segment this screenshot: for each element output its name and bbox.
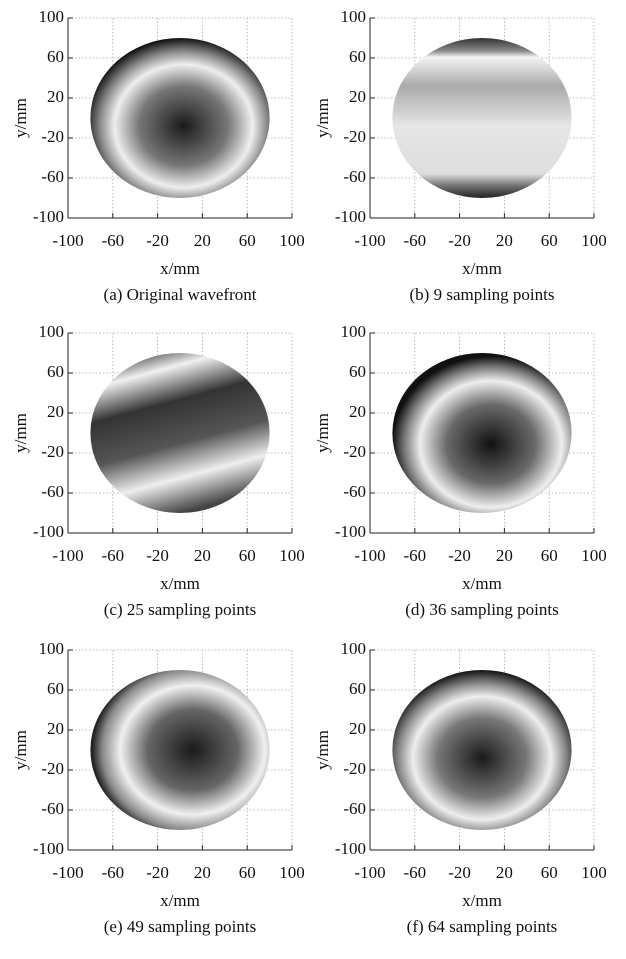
y-tick-label: -20 [41, 759, 64, 778]
x-axis-label: x/mm [160, 574, 200, 593]
y-tick-label: -20 [343, 127, 366, 146]
x-tick-label: -60 [403, 231, 426, 250]
y-tick-label: 100 [341, 7, 367, 26]
y-tick-label: 100 [341, 639, 367, 658]
y-tick-label: 20 [47, 719, 64, 738]
panel-caption: (a) Original wavefront [104, 285, 257, 304]
x-tick-label: -20 [146, 231, 169, 250]
x-tick-label: 100 [279, 546, 305, 565]
y-tick-label: 100 [341, 322, 367, 341]
x-tick-label: 20 [194, 863, 211, 882]
x-tick-label: -20 [146, 546, 169, 565]
x-tick-label: 100 [581, 231, 607, 250]
y-axis-label: y/mm [313, 730, 332, 770]
y-tick-label: -60 [343, 482, 366, 501]
x-tick-label: 100 [581, 863, 607, 882]
y-axis-label: y/mm [11, 98, 30, 138]
x-tick-label: 20 [194, 546, 211, 565]
y-tick-label: 60 [47, 47, 64, 66]
panel-caption: (c) 25 sampling points [104, 600, 257, 619]
wavefront-image [90, 38, 270, 198]
x-tick-label: -60 [101, 863, 124, 882]
panel-caption: (d) 36 sampling points [405, 600, 558, 619]
x-tick-label: -100 [354, 546, 385, 565]
panel-caption: (f) 64 sampling points [407, 917, 558, 936]
y-tick-label: 60 [349, 47, 366, 66]
x-tick-label: 60 [541, 546, 558, 565]
x-tick-label: -60 [403, 546, 426, 565]
y-tick-label: -60 [343, 799, 366, 818]
y-axis-label: y/mm [11, 730, 30, 770]
y-axis-label: y/mm [313, 413, 332, 453]
x-tick-label: -20 [146, 863, 169, 882]
y-tick-label: -20 [343, 442, 366, 461]
y-tick-label: 60 [47, 362, 64, 381]
y-axis-label: y/mm [11, 413, 30, 453]
x-tick-label: 100 [581, 546, 607, 565]
x-axis-label: x/mm [462, 259, 502, 278]
y-tick-label: 100 [39, 639, 65, 658]
y-tick-label: -60 [41, 799, 64, 818]
y-tick-label: -100 [335, 207, 366, 226]
x-tick-label: -100 [354, 231, 385, 250]
y-tick-label: -100 [33, 207, 64, 226]
x-tick-label: 100 [279, 231, 305, 250]
y-tick-label: -60 [343, 167, 366, 186]
x-tick-label: 20 [194, 231, 211, 250]
x-axis-label: x/mm [160, 259, 200, 278]
wavefront-image [90, 670, 270, 830]
x-tick-label: 100 [279, 863, 305, 882]
x-tick-label: 20 [496, 231, 513, 250]
y-tick-label: 60 [349, 679, 366, 698]
x-tick-label: -20 [448, 231, 471, 250]
y-tick-label: 60 [349, 362, 366, 381]
x-axis-label: x/mm [462, 574, 502, 593]
y-tick-label: -20 [41, 442, 64, 461]
y-tick-label: -100 [33, 839, 64, 858]
y-tick-label: 20 [47, 87, 64, 106]
x-tick-label: -20 [448, 546, 471, 565]
x-tick-label: 20 [496, 863, 513, 882]
x-tick-label: -100 [52, 231, 83, 250]
wavefront-image [392, 353, 572, 513]
y-tick-label: -60 [41, 167, 64, 186]
y-tick-label: 60 [47, 679, 64, 698]
y-tick-label: -100 [335, 839, 366, 858]
y-tick-label: 20 [47, 402, 64, 421]
y-axis-label: y/mm [313, 98, 332, 138]
x-tick-label: 60 [541, 231, 558, 250]
panel-caption: (b) 9 sampling points [410, 285, 555, 304]
x-tick-label: -100 [52, 546, 83, 565]
wavefront-image [392, 38, 572, 198]
wavefront-image [392, 670, 572, 830]
x-tick-label: 60 [239, 231, 256, 250]
wavefront-image [90, 353, 270, 513]
y-tick-label: -20 [343, 759, 366, 778]
x-axis-label: x/mm [160, 891, 200, 910]
x-tick-label: -20 [448, 863, 471, 882]
y-tick-label: 20 [349, 87, 366, 106]
x-tick-label: 60 [239, 546, 256, 565]
x-tick-label: 60 [541, 863, 558, 882]
y-tick-label: -60 [41, 482, 64, 501]
x-tick-label: -100 [354, 863, 385, 882]
y-tick-label: 20 [349, 719, 366, 738]
x-tick-label: -60 [403, 863, 426, 882]
y-tick-label: 100 [39, 322, 65, 341]
x-tick-label: -60 [101, 231, 124, 250]
y-tick-label: -100 [335, 522, 366, 541]
y-tick-label: 20 [349, 402, 366, 421]
y-tick-label: 100 [39, 7, 65, 26]
y-tick-label: -100 [33, 522, 64, 541]
panel-caption: (e) 49 sampling points [104, 917, 257, 936]
x-tick-label: -60 [101, 546, 124, 565]
x-axis-label: x/mm [462, 891, 502, 910]
x-tick-label: 20 [496, 546, 513, 565]
x-tick-label: 60 [239, 863, 256, 882]
x-tick-label: -100 [52, 863, 83, 882]
y-tick-label: -20 [41, 127, 64, 146]
